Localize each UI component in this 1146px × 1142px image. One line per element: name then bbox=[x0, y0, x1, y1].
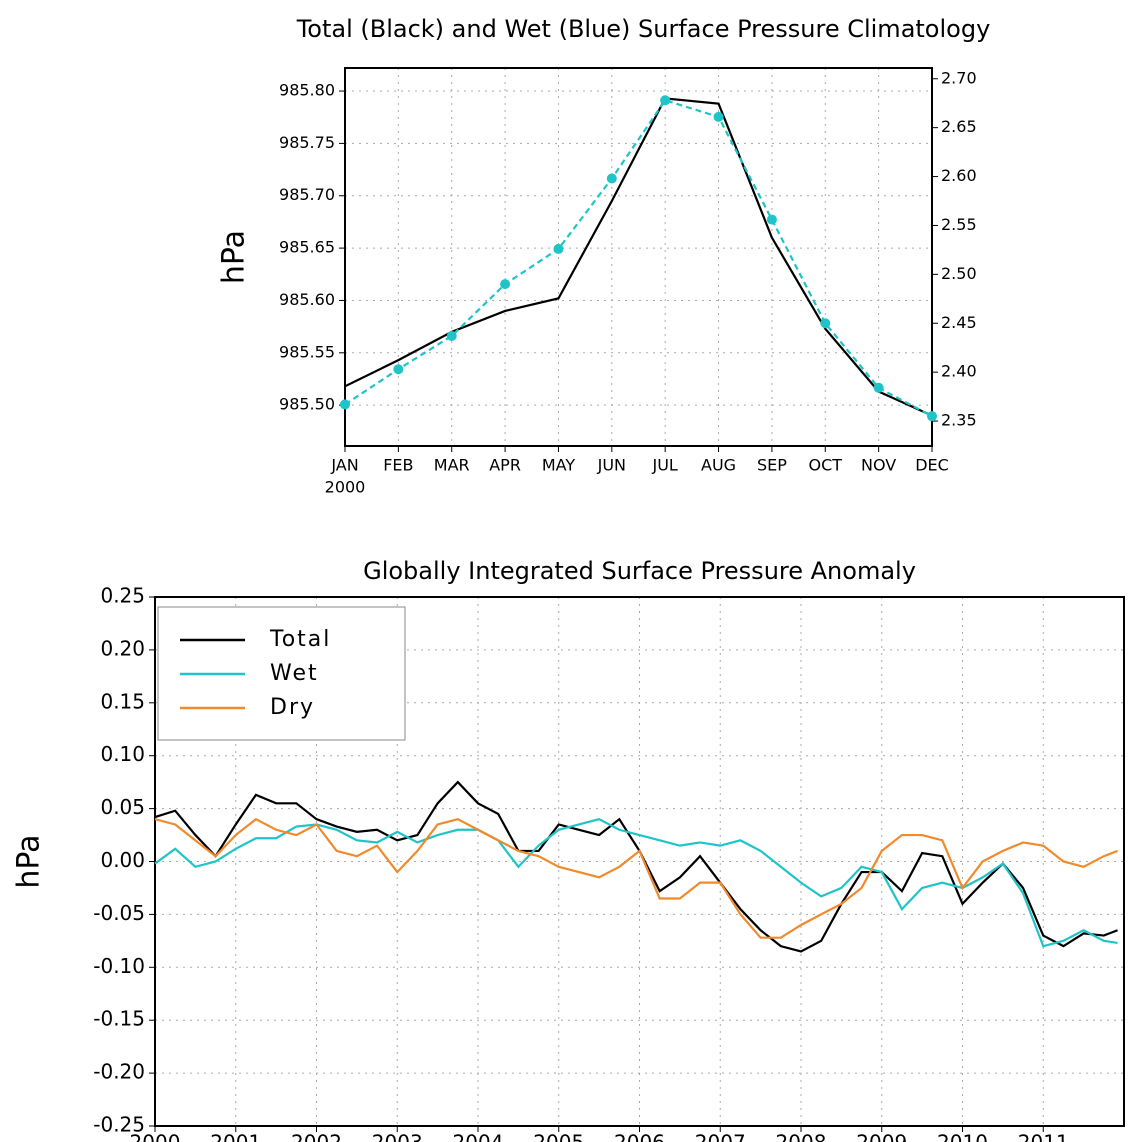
y-tick-label: 0.00 bbox=[100, 848, 145, 872]
legend-label: Wet bbox=[270, 661, 319, 686]
y-tick-label: 0.25 bbox=[100, 584, 145, 608]
y-tick-label: 985.80 bbox=[279, 81, 335, 100]
x-tick-label: 2007 bbox=[695, 1131, 746, 1142]
series-line bbox=[344, 97, 933, 417]
x-tick-label: NOV bbox=[861, 456, 896, 475]
x-year-label: 2000 bbox=[325, 478, 366, 497]
point bbox=[393, 364, 404, 375]
x-tick-label: APR bbox=[489, 456, 521, 475]
y2-tick-label: 2.45 bbox=[941, 313, 977, 332]
chart-title: Total (Black) and Wet (Blue) Surface Pre… bbox=[296, 15, 991, 43]
chart-title: Globally Integrated Surface Pressure Ano… bbox=[363, 557, 916, 585]
x-tick-label: 2004 bbox=[453, 1131, 504, 1142]
x-tick-label: JUL bbox=[652, 456, 678, 475]
y-tick-label: 0.05 bbox=[100, 795, 145, 819]
x-tick-label: 2005 bbox=[533, 1131, 584, 1142]
y2-tick-label: 2.55 bbox=[941, 215, 977, 234]
point bbox=[500, 279, 511, 290]
x-tick-label: 2001 bbox=[210, 1131, 261, 1142]
y-tick-label: 985.50 bbox=[279, 395, 335, 414]
point bbox=[340, 399, 350, 410]
point bbox=[713, 111, 724, 122]
y-tick-label: 985.70 bbox=[279, 185, 335, 204]
x-tick-label: 2006 bbox=[614, 1131, 665, 1142]
point bbox=[766, 214, 777, 225]
y-tick-label: -0.05 bbox=[93, 901, 145, 925]
y2-tick-label: 2.50 bbox=[941, 264, 977, 283]
y-tick-label: 0.20 bbox=[100, 636, 145, 660]
y2-tick-label: 2.65 bbox=[941, 117, 977, 136]
plot-frame bbox=[344, 67, 933, 447]
legend-label: Dry bbox=[270, 695, 315, 720]
point bbox=[660, 95, 671, 106]
x-tick-label: 2002 bbox=[291, 1131, 342, 1142]
point bbox=[927, 411, 937, 422]
x-tick-label: MAR bbox=[434, 456, 470, 475]
x-tick-label: SEP bbox=[757, 456, 787, 475]
y-axis-label: hPa bbox=[12, 834, 47, 888]
y-tick-label: 985.55 bbox=[279, 342, 335, 361]
point bbox=[446, 330, 457, 341]
y-tick-label: 0.10 bbox=[100, 742, 145, 766]
y-tick-label: 985.65 bbox=[279, 238, 335, 257]
x-tick-label: JAN bbox=[330, 456, 358, 475]
y-tick-label: 0.15 bbox=[100, 689, 145, 713]
y-axis-label: hPa bbox=[217, 230, 252, 284]
point bbox=[553, 243, 564, 254]
y-tick-label: -0.15 bbox=[93, 1007, 145, 1031]
series-line bbox=[154, 818, 1118, 948]
x-tick-label: DEC bbox=[915, 456, 949, 475]
x-tick-label: 2010 bbox=[937, 1131, 988, 1142]
y2-tick-label: 2.40 bbox=[941, 362, 977, 381]
x-tick-label: 2003 bbox=[372, 1131, 423, 1142]
point bbox=[873, 382, 884, 393]
y-tick-label: -0.10 bbox=[93, 954, 145, 978]
series-line bbox=[154, 817, 1118, 939]
y2-tick-label: 2.70 bbox=[941, 68, 977, 87]
y-tick-label: -0.25 bbox=[93, 1113, 145, 1137]
y2-tick-label: 2.35 bbox=[941, 411, 977, 430]
legend-label: Total bbox=[269, 627, 331, 652]
point bbox=[606, 173, 617, 184]
x-tick-label: MAY bbox=[542, 456, 576, 475]
y-tick-label: -0.20 bbox=[93, 1060, 145, 1084]
x-tick-label: JUN bbox=[597, 456, 626, 475]
x-tick-label: AUG bbox=[701, 456, 736, 475]
y-tick-label: 985.60 bbox=[279, 290, 335, 309]
y2-tick-label: 2.60 bbox=[941, 166, 977, 185]
point bbox=[820, 318, 831, 329]
x-tick-label: FEB bbox=[383, 456, 413, 475]
series-line bbox=[154, 780, 1118, 953]
y-tick-label: 985.75 bbox=[279, 133, 335, 152]
x-tick-label: 2000 bbox=[130, 1131, 181, 1142]
x-tick-label: 2011 bbox=[1018, 1131, 1069, 1142]
x-tick-label: 2008 bbox=[776, 1131, 827, 1142]
x-tick-label: OCT bbox=[808, 456, 842, 475]
plot-frame bbox=[154, 596, 1125, 1127]
series-line bbox=[344, 98, 933, 418]
x-tick-label: 2009 bbox=[856, 1131, 907, 1142]
